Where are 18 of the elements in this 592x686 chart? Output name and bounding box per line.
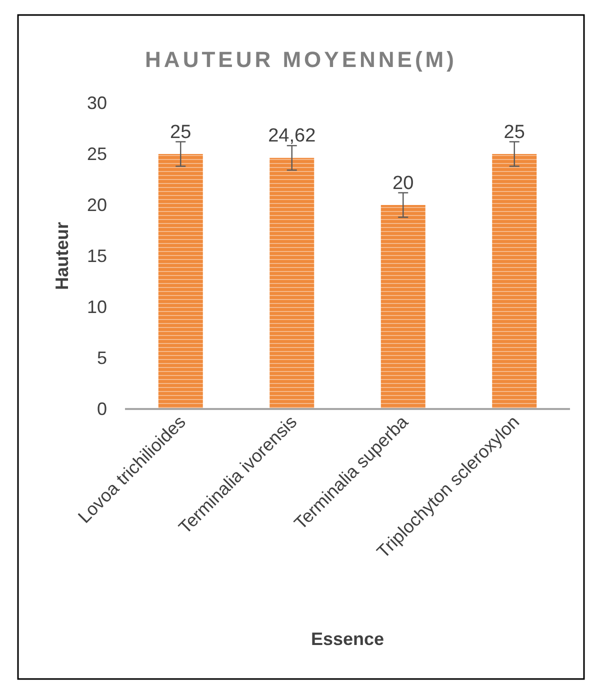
- chart-title: HAUTEUR MOYENNE(M): [145, 47, 457, 72]
- data-label: 24,62: [268, 126, 316, 147]
- data-label: 25: [170, 122, 192, 143]
- y-tick-label: 5: [96, 348, 107, 368]
- bar: [492, 154, 537, 409]
- data-label: 25: [504, 122, 525, 143]
- bar: [270, 158, 314, 409]
- y-tick-label: 25: [86, 144, 107, 164]
- y-tick-label: 10: [86, 297, 107, 317]
- y-tick-label: 0: [96, 399, 107, 419]
- y-tick-label: 15: [86, 246, 107, 266]
- y-axis-title: Hauteur: [52, 222, 72, 290]
- y-tick-label: 20: [86, 195, 107, 215]
- data-label: 20: [392, 172, 414, 194]
- bar: [158, 154, 203, 409]
- x-axis-title: Essence: [310, 629, 384, 649]
- y-tick-label: 30: [86, 93, 107, 113]
- bar: [380, 205, 426, 409]
